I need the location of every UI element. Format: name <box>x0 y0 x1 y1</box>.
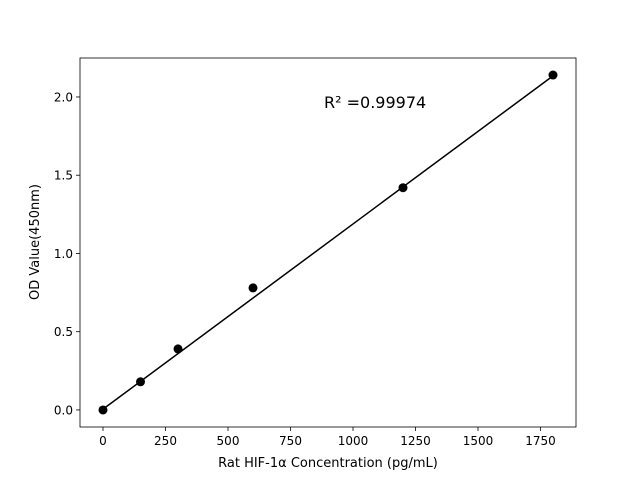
y-tick-label: 2.0 <box>54 90 73 104</box>
data-point <box>98 405 108 415</box>
r-squared-annotation: R² =0.99974 <box>324 93 426 112</box>
y-tick-label: 0.5 <box>54 325 73 339</box>
y-tick-label: 1.5 <box>54 169 73 183</box>
x-tick-label: 1500 <box>463 434 494 448</box>
y-axis-label: OD Value(450nm) <box>28 184 43 300</box>
x-tick-label: 250 <box>154 434 177 448</box>
x-tick-label: 0 <box>99 434 107 448</box>
x-tick-label: 1000 <box>338 434 369 448</box>
data-point <box>136 377 145 387</box>
fit-line <box>102 75 554 410</box>
plot-frame <box>79 57 577 428</box>
x-tick-label: 750 <box>279 434 302 448</box>
y-tick-label: 0.0 <box>54 403 73 417</box>
data-point <box>398 183 408 193</box>
y-tick-label: 1.0 <box>54 247 73 261</box>
x-tick-label: 1250 <box>400 434 431 448</box>
data-point <box>248 283 258 293</box>
data-point <box>173 344 183 354</box>
x-tick-label: 1750 <box>525 434 556 448</box>
x-axis-label: Rat HIF-1α Concentration (pg/mL) <box>218 456 438 471</box>
x-tick-label: 500 <box>217 434 240 448</box>
data-point <box>548 70 558 80</box>
